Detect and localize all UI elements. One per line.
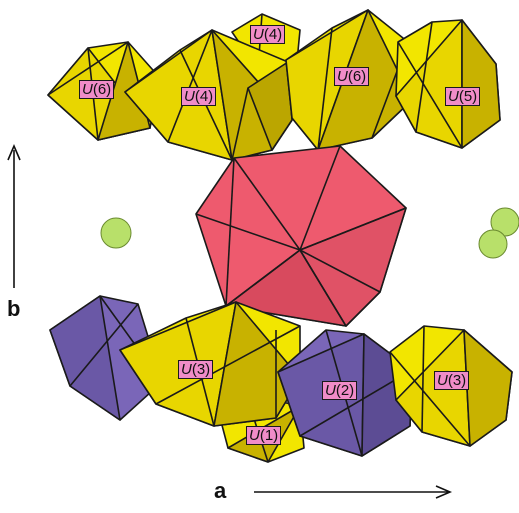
sphere-left [100, 217, 132, 249]
label-u5: U(5) [445, 87, 481, 106]
axis-label-a: a [214, 478, 227, 503]
polyhedron-u5 [395, 19, 501, 149]
polyhedron-central [195, 145, 407, 327]
sphere-right-bottom [478, 229, 508, 259]
label-u4-mid: U(4) [181, 87, 217, 106]
label-u3-right: U(3) [434, 371, 470, 390]
label-u1: U(1) [246, 426, 282, 445]
label-u2: U(2) [322, 381, 358, 400]
label-u6-left: U(6) [79, 80, 115, 99]
label-u3-left: U(3) [178, 360, 214, 379]
polyhedron-purple-left [49, 295, 163, 421]
label-u6-right: U(6) [334, 67, 370, 86]
axis-label-b: b [7, 296, 21, 321]
label-u4-upper: U(4) [250, 25, 286, 44]
